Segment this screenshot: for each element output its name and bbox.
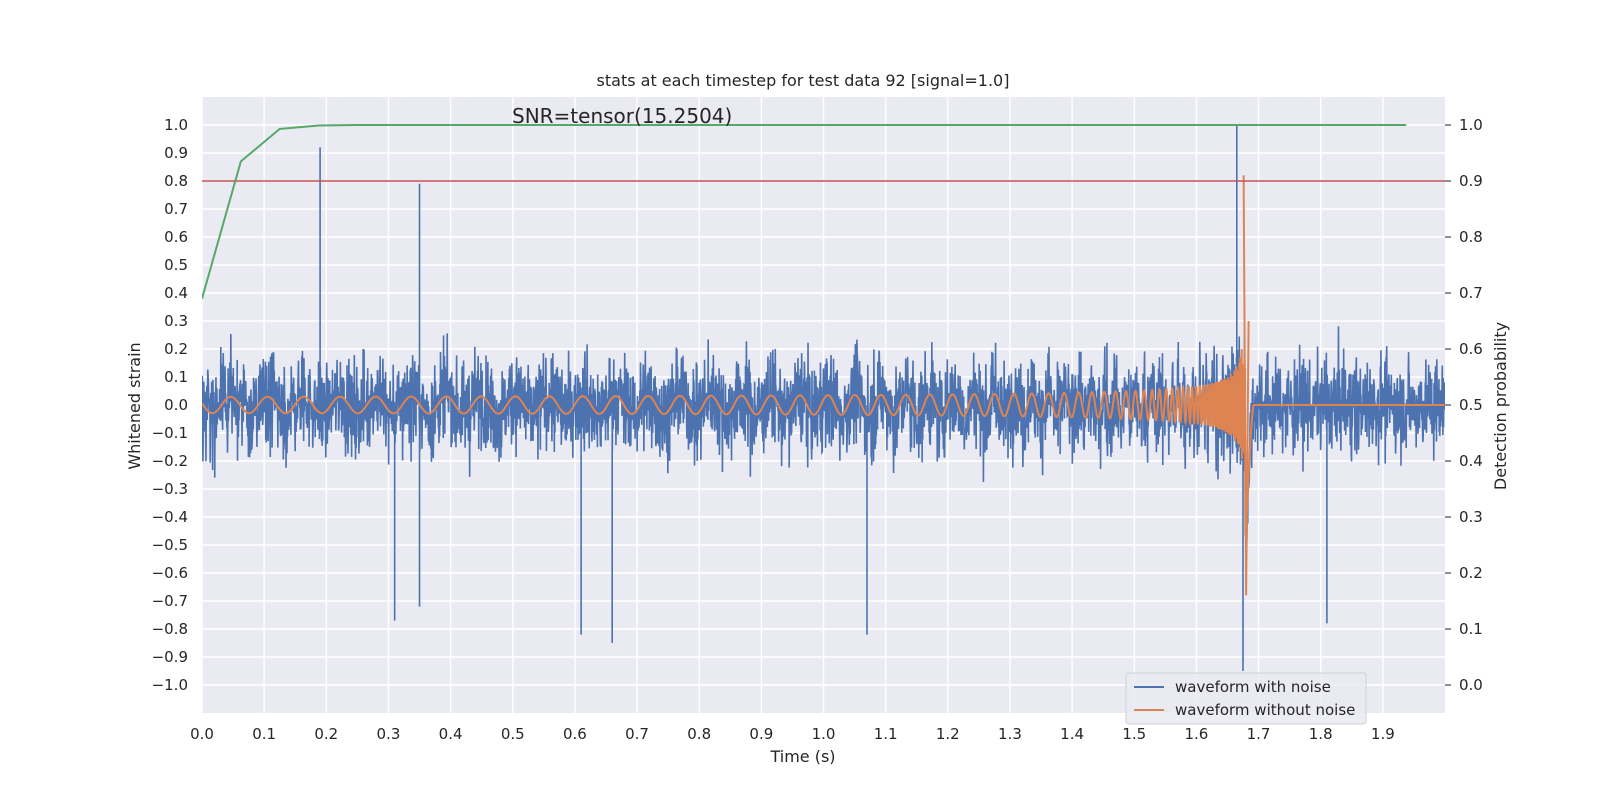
x-tick-label: 0.5 bbox=[501, 725, 525, 743]
x-tick-label: 1.6 bbox=[1184, 725, 1208, 743]
x-tick-label: 0.3 bbox=[377, 725, 401, 743]
y-tick-label: −1.0 bbox=[152, 676, 188, 694]
y2-tick-label: 0.3 bbox=[1459, 508, 1483, 526]
x-tick-label: 0.0 bbox=[190, 725, 214, 743]
legend-label-clean: waveform without noise bbox=[1175, 701, 1355, 719]
y-tick-label: −0.7 bbox=[152, 592, 188, 610]
x-tick-label: 1.3 bbox=[998, 725, 1022, 743]
y-tick-label: −0.4 bbox=[152, 508, 188, 526]
x-tick-label: 1.0 bbox=[812, 725, 836, 743]
y-tick-label: −0.9 bbox=[152, 648, 188, 666]
x-tick-label: 0.8 bbox=[687, 725, 711, 743]
x-ticks: 0.0 0.1 0.2 0.3 0.4 0.5 0.6 0.7 0.8 0.9 1.0 1.1 1.2 1… bbox=[190, 725, 1395, 743]
y2-tick-label: 1.0 bbox=[1459, 116, 1483, 134]
x-tick-label: 1.5 bbox=[1122, 725, 1146, 743]
y-tick-label: 0.9 bbox=[164, 144, 188, 162]
y2-tick-label: 0.1 bbox=[1459, 620, 1483, 638]
y-tick-label: 0.8 bbox=[164, 172, 188, 190]
y-tick-label: −0.2 bbox=[152, 452, 188, 470]
y-tick-label: 0.1 bbox=[164, 368, 188, 386]
y2-ticks: 1.0 0.9 0.8 0.7 0.6 0.5 0.4 0.3 0.2 0.1 0.0 bbox=[1445, 116, 1483, 694]
y2-tick-label: 0.9 bbox=[1459, 172, 1483, 190]
y-tick-label: −0.6 bbox=[152, 564, 188, 582]
y-tick-label: 0.0 bbox=[164, 396, 188, 414]
y-tick-label: 0.4 bbox=[164, 284, 188, 302]
x-tick-label: 1.8 bbox=[1309, 725, 1333, 743]
y-tick-label: 0.7 bbox=[164, 200, 188, 218]
y-tick-label: 0.3 bbox=[164, 312, 188, 330]
x-tick-label: 0.6 bbox=[563, 725, 587, 743]
x-tick-label: 1.7 bbox=[1247, 725, 1271, 743]
x-tick-label: 0.1 bbox=[252, 725, 276, 743]
y-tick-label: 0.5 bbox=[164, 256, 188, 274]
legend-box bbox=[1125, 672, 1367, 725]
chart-title: stats at each timestep for test data 92 … bbox=[597, 71, 1010, 90]
y2-tick-label: 0.7 bbox=[1459, 284, 1483, 302]
x-tick-label: 0.4 bbox=[439, 725, 463, 743]
x-tick-label: 1.2 bbox=[936, 725, 960, 743]
series-clean-line bbox=[202, 175, 1445, 596]
series-noise-line bbox=[202, 125, 1445, 671]
x-tick-label: 0.9 bbox=[749, 725, 773, 743]
y-ticks: 1.0 0.9 0.8 0.7 0.6 0.5 0.4 0.3 0.2 0.1 0.0 −0.1 −0.… bbox=[152, 116, 188, 694]
y-tick-label: −0.1 bbox=[152, 424, 188, 442]
y2-tick-label: 0.4 bbox=[1459, 452, 1483, 470]
y-tick-label: −0.5 bbox=[152, 536, 188, 554]
y-tick-label: −0.8 bbox=[152, 620, 188, 638]
plot-area bbox=[202, 124, 1445, 671]
y-axis-label: Whitened strain bbox=[125, 342, 144, 469]
y2-tick-label: 0.8 bbox=[1459, 228, 1483, 246]
y-tick-label: 0.2 bbox=[164, 340, 188, 358]
y-tick-label: 1.0 bbox=[164, 116, 188, 134]
series-probability-line bbox=[202, 124, 1407, 299]
snr-annotation: SNR=tensor(15.2504) bbox=[512, 104, 732, 128]
x-tick-label: 1.9 bbox=[1371, 725, 1395, 743]
x-axis-label: Time (s) bbox=[769, 747, 835, 766]
y2-tick-label: 0.5 bbox=[1459, 396, 1483, 414]
y2-tick-label: 0.0 bbox=[1459, 676, 1483, 694]
x-tick-label: 1.1 bbox=[874, 725, 898, 743]
legend-label-noise: waveform with noise bbox=[1175, 678, 1331, 696]
y-tick-label: 0.6 bbox=[164, 228, 188, 246]
y2-axis-label: Detection probability bbox=[1491, 322, 1510, 490]
x-tick-label: 0.2 bbox=[314, 725, 338, 743]
y2-tick-label: 0.2 bbox=[1459, 564, 1483, 582]
x-tick-label: 1.4 bbox=[1060, 725, 1084, 743]
x-tick-label: 0.7 bbox=[625, 725, 649, 743]
legend: waveform with noise waveform without noi… bbox=[1125, 672, 1367, 725]
y-tick-label: −0.3 bbox=[152, 480, 188, 498]
y2-tick-label: 0.6 bbox=[1459, 340, 1483, 358]
